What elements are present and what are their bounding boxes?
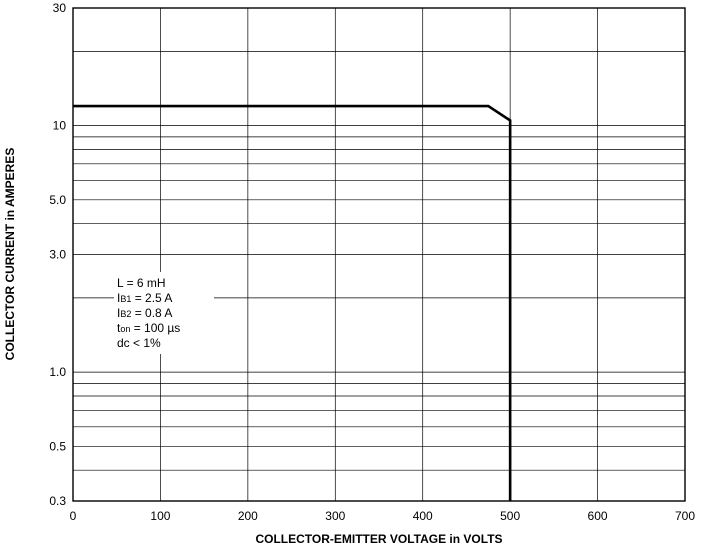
x-tick-label: 500 <box>500 509 520 523</box>
annotation-line: dc < 1% <box>117 336 161 350</box>
annotation-background <box>114 272 214 354</box>
gridlines <box>73 8 685 501</box>
y-tick-label: 3.0 <box>49 248 66 262</box>
annotation-line: ton = 100 µs <box>117 321 180 335</box>
x-tick-label: 0 <box>70 509 77 523</box>
y-tick-label: 5.0 <box>49 193 66 207</box>
x-tick-label: 400 <box>413 509 433 523</box>
soa-curve <box>73 104 512 501</box>
plot-frame <box>72 7 686 502</box>
y-tick-label: 1.0 <box>49 365 66 379</box>
x-tick-label: 200 <box>238 509 258 523</box>
x-tick-label: 300 <box>325 509 345 523</box>
annotation-line: IB1 = 2.5 A <box>117 291 172 305</box>
y-tick-label: 30 <box>53 1 67 15</box>
y-tick-label: 0.3 <box>49 494 66 508</box>
x-tick-labels: 0 100 200 300 400 500 600 700 <box>70 509 696 523</box>
y-tick-labels: 0.3 0.5 1.0 3.0 5.0 10 30 <box>49 1 66 508</box>
y-tick-label: 10 <box>53 119 67 133</box>
x-tick-label: 100 <box>150 509 170 523</box>
x-tick-label: 600 <box>588 509 608 523</box>
x-tick-label: 700 <box>675 509 695 523</box>
series-line <box>73 104 512 501</box>
annotation-line: L = 6 mH <box>117 276 166 290</box>
x-axis-title: COLLECTOR-EMITTER VOLTAGE in VOLTS <box>255 532 502 546</box>
annotation-line: IB2 = 0.8 A <box>117 306 172 320</box>
y-axis-title: COLLECTOR CURRENT in AMPERES <box>3 148 17 361</box>
y-tick-label: 0.5 <box>49 439 66 453</box>
